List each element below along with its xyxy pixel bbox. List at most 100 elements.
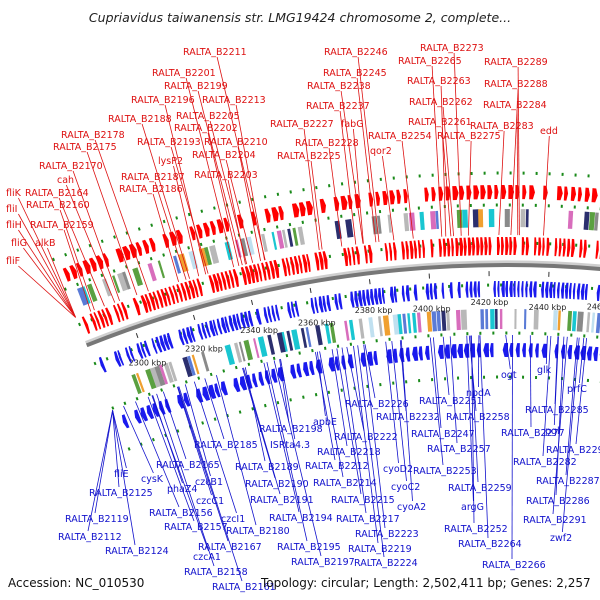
reverse-gene-label[interactable]: RALTA_B2197 <box>291 557 355 568</box>
forward-gene-label[interactable]: fliI <box>6 204 17 215</box>
forward-gene-label[interactable]: RALTA_B2261 <box>408 117 472 128</box>
forward-gene-label[interactable]: RALTA_B2160 <box>26 200 90 211</box>
forward-gene-label[interactable]: RALTA_B2284 <box>483 100 547 111</box>
reverse-gene-label[interactable]: RALTA_B2232 <box>376 412 440 423</box>
forward-gene-label[interactable]: RALTA_B2199 <box>164 81 228 92</box>
forward-gene-label[interactable]: fliK <box>6 188 22 199</box>
forward-gene-label[interactable]: RALTA_B2254 <box>368 131 432 142</box>
reverse-gene-label[interactable]: RALTA_B2158 <box>184 567 248 578</box>
reverse-gene-label[interactable]: czcC1 <box>196 496 224 507</box>
reverse-gene-label[interactable]: RALTA_B2217 <box>336 514 400 525</box>
reverse-gene-label[interactable]: RALTA_B2259 <box>448 483 512 494</box>
forward-gene-label[interactable]: RALTA_B2210 <box>204 137 268 148</box>
reverse-gene-label[interactable]: RALTA_B2226 <box>345 399 409 410</box>
reverse-gene-label[interactable]: RALTA_B2215 <box>331 495 395 506</box>
forward-gene-label[interactable]: RALTA_B2289 <box>484 57 548 68</box>
reverse-gene-label[interactable]: RALTA_B2253 <box>413 466 477 477</box>
reverse-gene-label[interactable]: RALTA_B2224 <box>354 558 418 569</box>
forward-gene-label[interactable]: RALTA_B2193 <box>137 137 201 148</box>
reverse-gene-label[interactable]: RALTA_B2195 <box>277 542 341 553</box>
forward-gene-label[interactable]: RALTA_B2159 <box>30 220 94 231</box>
forward-gene-label[interactable]: RALTA_B2201 <box>152 68 216 79</box>
forward-gene-label[interactable]: RALTA_B2178 <box>61 130 125 141</box>
reverse-gene-label[interactable]: RALTA_B2212 <box>305 461 369 472</box>
reverse-gene-label[interactable]: prfC <box>567 384 587 395</box>
reverse-gene-label[interactable]: RALTA_B2218 <box>317 447 381 458</box>
reverse-gene-label[interactable]: RALTA_B2167 <box>198 542 262 553</box>
forward-gene-label[interactable]: RALTA_B2273 <box>420 43 484 54</box>
forward-gene-label[interactable]: RALTA_B2202 <box>174 123 238 134</box>
forward-gene-label[interactable]: RALTA_B2228 <box>295 138 359 149</box>
forward-gene-label[interactable]: RALTA_B2263 <box>407 76 471 87</box>
forward-gene-label[interactable]: RALTA_B2188 <box>108 114 172 125</box>
reverse-gene-label[interactable]: RALTA_B2251 <box>419 396 483 407</box>
reverse-gene-label[interactable]: RALTA_B2124 <box>105 546 169 557</box>
forward-gene-label[interactable]: RALTA_B2170 <box>39 161 103 172</box>
forward-gene-label[interactable]: RALTA_B2288 <box>484 79 548 90</box>
reverse-gene-label[interactable]: cyoA2 <box>397 502 426 513</box>
forward-gene-label[interactable]: fabG <box>341 119 364 130</box>
reverse-gene-label[interactable]: RALTA_B2252 <box>444 524 508 535</box>
reverse-gene-label[interactable]: apbE <box>313 417 337 428</box>
reverse-gene-label[interactable]: RALTA_B2277 <box>501 428 565 439</box>
forward-gene-label[interactable]: RALTA_B2204 <box>192 150 256 161</box>
reverse-gene-label[interactable]: RALTA_B2287 <box>536 476 600 487</box>
reverse-gene-label[interactable]: cyoD2 <box>383 464 413 475</box>
reverse-gene-label[interactable]: RALTA_B2156 <box>149 508 213 519</box>
forward-gene-label[interactable]: RALTA_B2237 <box>306 101 370 112</box>
reverse-gene-label[interactable]: RALTA_B2119 <box>65 514 129 525</box>
forward-gene-label[interactable]: RALTA_B2238 <box>307 81 371 92</box>
forward-gene-label[interactable]: fliF <box>6 256 20 267</box>
reverse-gene-label[interactable]: RALTA_B2189 <box>235 462 299 473</box>
forward-gene-label[interactable]: RALTA_B2213 <box>202 95 266 106</box>
reverse-gene-label[interactable]: RALTA_B2247 <box>411 429 475 440</box>
forward-gene-label[interactable]: RALTA_B2262 <box>409 97 473 108</box>
forward-gene-label[interactable]: RALTA_B2225 <box>277 151 341 162</box>
forward-gene-label[interactable]: RALTA_B2205 <box>176 111 240 122</box>
reverse-gene-label[interactable]: RALTA_B2291 <box>523 515 587 526</box>
forward-gene-label[interactable]: RALTA_B2203 <box>194 170 258 181</box>
forward-gene-label[interactable]: fliH <box>6 220 22 231</box>
reverse-gene-label[interactable]: zwf2 <box>550 533 572 544</box>
reverse-gene-label[interactable]: glk <box>537 365 552 376</box>
reverse-gene-label[interactable]: RALTA_B2264 <box>458 539 522 550</box>
reverse-gene-label[interactable]: RALTA_B2194 <box>269 513 333 524</box>
reverse-gene-label[interactable]: RALTA_B2266 <box>482 560 546 571</box>
reverse-gene-label[interactable]: ogt <box>501 370 517 381</box>
reverse-gene-label[interactable]: RALTA_B2219 <box>348 544 412 555</box>
forward-gene-label[interactable]: cah <box>57 175 74 186</box>
forward-gene-label[interactable]: RALTA_B2275 <box>437 131 501 142</box>
forward-gene-label[interactable]: RALTA_B2186 <box>119 184 183 195</box>
reverse-gene-label[interactable]: czcA1 <box>193 552 221 563</box>
forward-gene-label[interactable]: RALTA_B2196 <box>131 95 195 106</box>
forward-gene-label[interactable]: qor2 <box>370 146 392 157</box>
reverse-gene-label[interactable]: czcI1 <box>221 514 245 525</box>
forward-gene-label[interactable]: RALTA_B2227 <box>270 119 334 130</box>
reverse-gene-label[interactable]: cyoC2 <box>391 482 420 493</box>
reverse-gene-label[interactable]: RALTA_B2258 <box>446 412 510 423</box>
reverse-gene-label[interactable]: RALTA_B2180 <box>226 526 290 537</box>
reverse-gene-label[interactable]: RALTA_B2161 <box>212 582 276 593</box>
forward-gene-label[interactable]: RALTA_B2283 <box>470 121 534 132</box>
reverse-gene-label[interactable]: RALTA_B2165 <box>156 460 220 471</box>
reverse-gene-label[interactable]: fliE <box>114 469 129 480</box>
reverse-gene-label[interactable]: RALTA_B2157 <box>164 522 228 533</box>
reverse-gene-label[interactable]: RALTA_B2191 <box>250 495 314 506</box>
reverse-gene-label[interactable]: RALTA_B2223 <box>355 529 419 540</box>
reverse-gene-label[interactable]: RALTA_B2112 <box>58 532 122 543</box>
forward-gene-label[interactable]: alkB <box>35 238 55 249</box>
reverse-gene-label[interactable]: RALTA_B2222 <box>334 432 398 443</box>
reverse-gene-label[interactable]: RALTA_B2282 <box>513 457 577 468</box>
reverse-gene-label[interactable]: RALTA_B2185 <box>194 440 258 451</box>
forward-gene-label[interactable]: RALTA_B2175 <box>53 142 117 153</box>
reverse-gene-label[interactable]: RALTA_B2214 <box>313 478 377 489</box>
reverse-gene-label[interactable]: RALTA_B2285 <box>525 405 589 416</box>
reverse-gene-label[interactable]: pgl <box>545 426 560 437</box>
forward-gene-label[interactable]: RALTA_B2164 <box>25 188 89 199</box>
reverse-gene-label[interactable]: argG <box>461 502 484 513</box>
reverse-gene-label[interactable]: ISRta4.3 <box>270 440 310 451</box>
forward-gene-label[interactable]: lysP2 <box>158 156 183 167</box>
reverse-gene-label[interactable]: npdA <box>466 388 491 399</box>
forward-gene-label[interactable]: fliG <box>11 238 27 249</box>
forward-gene-label[interactable]: edd <box>540 126 558 137</box>
